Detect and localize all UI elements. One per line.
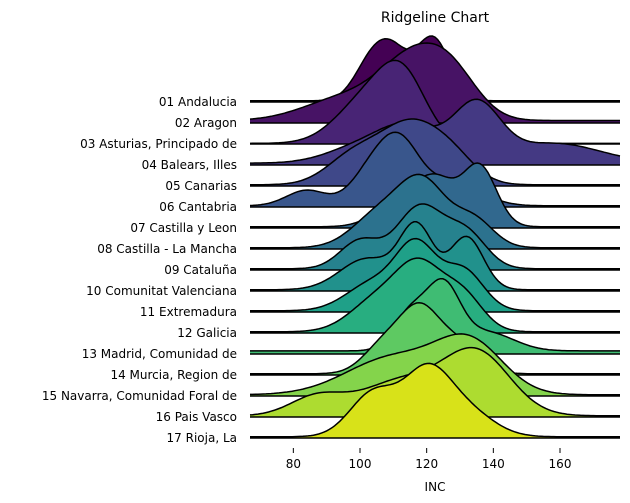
y-label-10-comunitat-valenciana: 10 Comunitat Valenciana xyxy=(86,284,237,298)
y-label-16-pais-vasco: 16 Pais Vasco xyxy=(156,410,237,424)
ridge-02-aragon-outline xyxy=(249,42,620,122)
y-label-05-canarias: 05 Canarias xyxy=(165,179,237,193)
y-label-12-galicia: 12 Galicia xyxy=(177,326,237,340)
ridge-01-andalucia-outline xyxy=(250,35,620,102)
x-tick-label-140: 140 xyxy=(482,457,505,471)
ridge-15-navarra-comunidad-foral-de-outline xyxy=(250,333,620,396)
chart-title: Ridgeline Chart xyxy=(381,10,490,26)
ridge-16-pais-vasco-outline xyxy=(249,346,620,417)
ridge-17-rioja-la-area xyxy=(250,363,620,439)
y-label-02-aragon: 02 Aragon xyxy=(175,116,237,130)
x-tick-label-120: 120 xyxy=(415,457,438,471)
y-label-09-catalu-a: 09 Cataluña xyxy=(164,263,237,277)
y-label-01-andalucia: 01 Andalucia xyxy=(159,95,237,109)
x-axis-title: INC xyxy=(425,480,446,494)
ridge-05-canarias-outline xyxy=(250,118,620,186)
y-label-15-navarra-comunidad-foral-de: 15 Navarra, Comunidad Foral de xyxy=(42,389,237,403)
ridge-13-madrid-comunidad-de-outline xyxy=(250,277,620,352)
y-label-08-castilla-la-mancha: 08 Castilla - La Mancha xyxy=(97,242,237,256)
ridge-11-extremadura-outline xyxy=(250,237,620,312)
y-label-17-rioja-la: 17 Rioja, La xyxy=(167,431,237,445)
x-tick-label-160: 160 xyxy=(549,457,572,471)
ridge-02-aragon-area xyxy=(250,43,620,124)
y-label-11-extremadura: 11 Extremadura xyxy=(140,305,237,319)
x-tick-label-80: 80 xyxy=(286,457,301,471)
ridge-05-canarias-area xyxy=(250,119,620,187)
y-label-06-cantabria: 06 Cantabria xyxy=(159,200,237,214)
ridge-04-balears-illes-outline xyxy=(250,98,621,164)
ridge-07-castilla-y-leon-outline xyxy=(250,162,620,228)
y-labels-group: 01 Andalucia 02 Aragon 03 Asturias, Princi… xyxy=(42,95,237,445)
ridge-03-asturias-principado-de-area xyxy=(250,60,620,145)
ridge-08-castilla-la-mancha-outline xyxy=(250,173,620,249)
ridge-14-murcia-region-de-area xyxy=(250,302,620,376)
x-tick-label-100: 100 xyxy=(349,457,372,471)
ridge-09-catalu-a-area xyxy=(250,204,620,271)
ridge-10-comunitat-valenciana-outline xyxy=(250,221,620,291)
y-label-04-balears-illes: 04 Balears, Illes xyxy=(142,158,237,172)
ridge-17-rioja-la-outline xyxy=(250,362,620,438)
y-label-14-murcia-region-de: 14 Murcia, Region de xyxy=(110,368,237,382)
ridge-12-galicia-outline xyxy=(250,257,620,333)
ridge-14-murcia-region-de-outline xyxy=(250,301,620,375)
y-label-13-madrid-comunidad-de: 13 Madrid, Comunidad de xyxy=(82,347,237,361)
y-label-07-castilla-y-leon: 07 Castilla y Leon xyxy=(130,221,237,235)
ridges-group xyxy=(249,35,621,439)
ridge-09-catalu-a-outline xyxy=(250,203,620,270)
y-label-03-asturias-principado-de: 03 Asturias, Principado de xyxy=(80,137,237,151)
x-axis: 80 100 120 140 160 xyxy=(286,448,572,471)
